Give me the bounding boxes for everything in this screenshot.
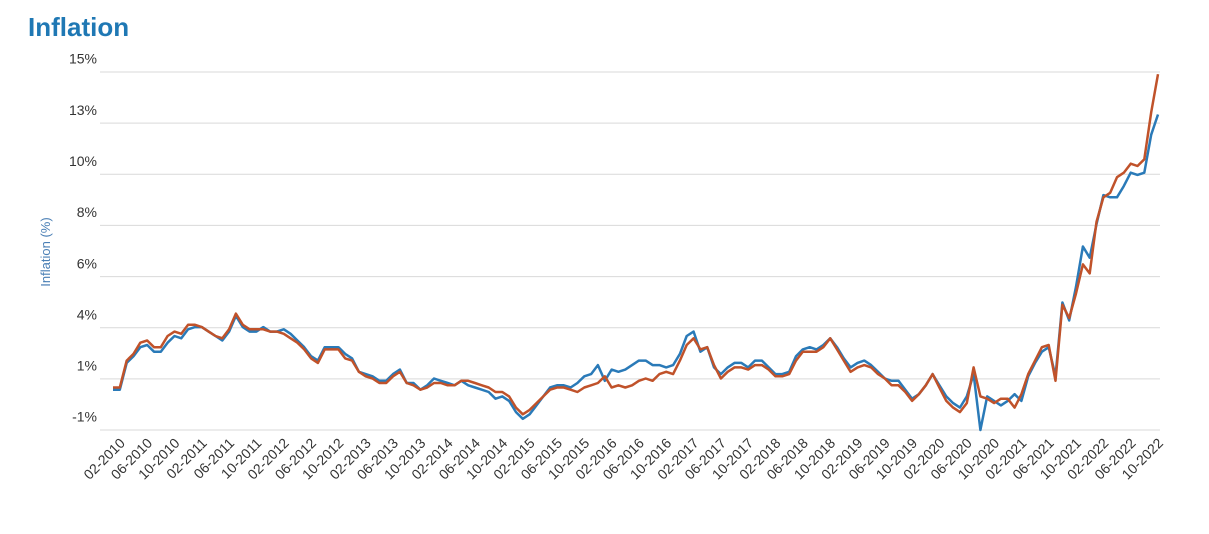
series-line: [113, 114, 1160, 432]
y-tick-label: 8%: [77, 204, 97, 220]
y-tick-label: 15%: [69, 51, 97, 67]
y-axis-label: Inflation (%): [38, 217, 53, 286]
y-tick-label: -1%: [72, 409, 97, 425]
y-tick-label: 4%: [77, 306, 97, 322]
y-tick-label: 6%: [77, 255, 97, 271]
y-tick-label: 13%: [69, 102, 97, 118]
y-tick-label: 10%: [69, 153, 97, 169]
y-tick-label: 1%: [77, 358, 97, 374]
series-line: [113, 73, 1160, 416]
chart-title: Inflation: [28, 12, 129, 42]
